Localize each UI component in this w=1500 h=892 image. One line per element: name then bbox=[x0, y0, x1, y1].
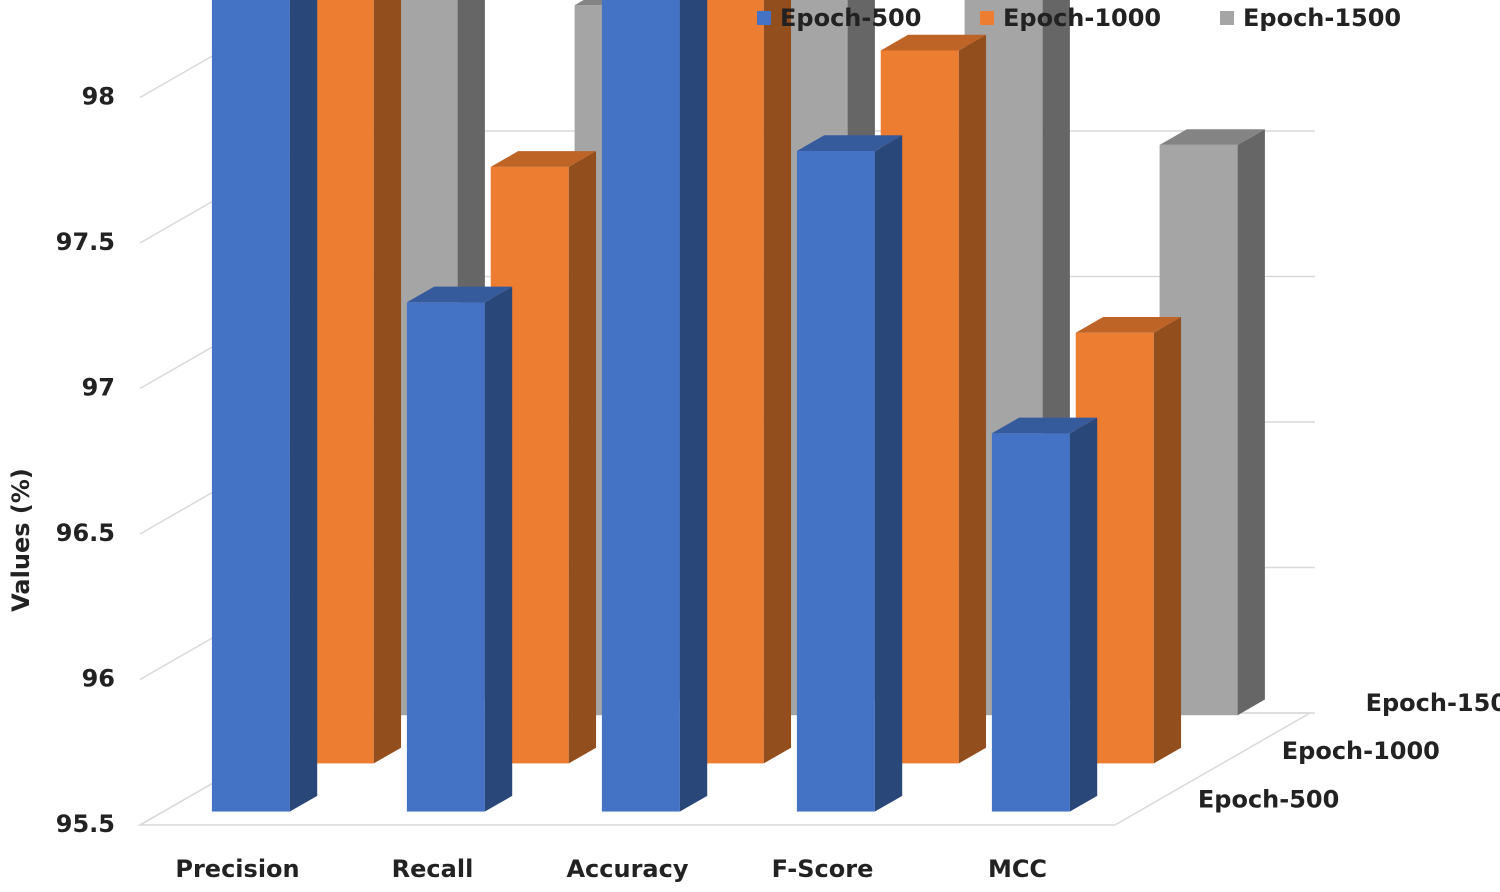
depth-label: Epoch-1000 bbox=[1282, 737, 1440, 765]
y-tick-label: 96 bbox=[82, 665, 115, 693]
y-tick-label: 95.5 bbox=[56, 810, 115, 838]
grid-line bbox=[139, 0, 312, 99]
legend-label: Epoch-1000 bbox=[1003, 4, 1161, 32]
bar-top bbox=[991, 417, 1098, 434]
y-tick-label: 97.5 bbox=[56, 228, 115, 256]
bar-side bbox=[679, 0, 708, 812]
y-axis-label: Values (%) bbox=[7, 468, 35, 612]
bar-top bbox=[880, 34, 987, 51]
bar-side bbox=[1237, 129, 1265, 716]
bar-top bbox=[490, 151, 597, 167]
bar-side bbox=[1069, 417, 1098, 812]
y-tick-label: 96.5 bbox=[56, 519, 115, 547]
y-tick-label: 97 bbox=[82, 374, 115, 402]
bar-side bbox=[763, 0, 792, 764]
legend-swatch bbox=[980, 11, 994, 25]
x-tick-label: MCC bbox=[988, 855, 1047, 883]
bar-front bbox=[991, 433, 1070, 812]
x-tick-label: F-Score bbox=[772, 855, 874, 883]
bar-top bbox=[1159, 129, 1265, 145]
bar-side bbox=[874, 135, 903, 812]
bar-top bbox=[796, 135, 903, 151]
bar-top bbox=[1075, 317, 1182, 333]
depth-label: Epoch-500 bbox=[1198, 785, 1339, 813]
x-tick-label: Accuracy bbox=[566, 855, 688, 883]
legend-swatch bbox=[757, 11, 771, 25]
bar-front bbox=[601, 0, 680, 812]
bar-front bbox=[211, 0, 290, 812]
bar-side bbox=[958, 34, 987, 764]
legend-label: Epoch-1500 bbox=[1243, 4, 1401, 32]
bar-side bbox=[289, 0, 318, 812]
x-tick-label: Recall bbox=[392, 855, 474, 883]
bar-side bbox=[568, 151, 597, 764]
bar-front bbox=[406, 302, 485, 812]
bar-side bbox=[373, 0, 402, 764]
legend-label: Epoch-500 bbox=[780, 4, 921, 32]
legend-swatch bbox=[1220, 11, 1234, 25]
bar-front bbox=[796, 150, 875, 812]
bar-side bbox=[484, 286, 513, 812]
bar-side bbox=[1153, 317, 1182, 764]
bar-top bbox=[406, 286, 513, 303]
depth-label: Epoch-1500 bbox=[1366, 689, 1500, 717]
x-tick-label: Precision bbox=[175, 855, 299, 883]
y-tick-label: 98 bbox=[82, 83, 115, 111]
